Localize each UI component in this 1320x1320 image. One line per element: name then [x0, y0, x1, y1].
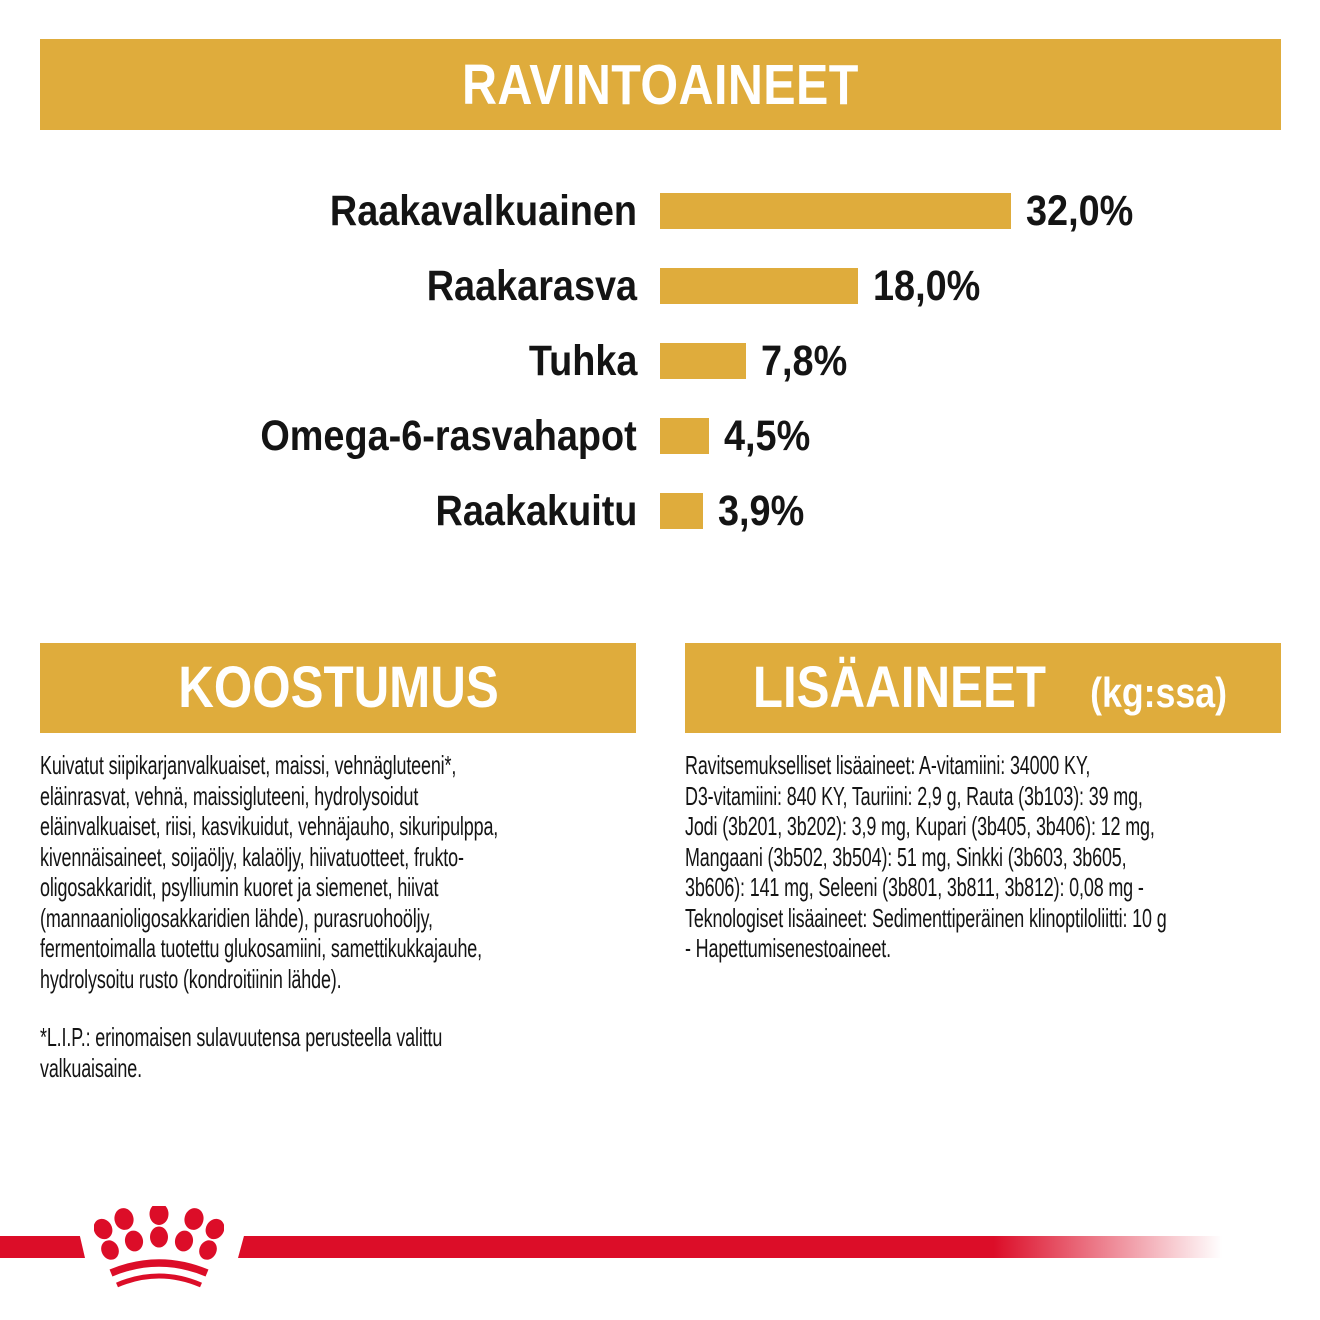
additives-banner-title: LISÄAINEET: [752, 655, 1047, 720]
chart-row: Omega-6-rasvahapot 4,5%: [0, 412, 1320, 460]
brand-stripe-left-segment: [0, 1236, 85, 1258]
additives-list-text: Ravitsemukselliset lisäaineet: A-vitamii…: [685, 750, 1167, 963]
chart-row: Raakarasva 18,0%: [0, 262, 1320, 310]
lip-footnote-text: *L.I.P.: erinomaisen sulavuutensa perust…: [40, 1022, 443, 1083]
brand-stripe-right-segment: [238, 1236, 1232, 1258]
chart-row: Raakavalkuainen 32,0%: [0, 187, 1320, 235]
additives-text-block: Ravitsemukselliset lisäaineet: A-vitamii…: [685, 750, 1285, 964]
composition-banner-title: KOOSTUMUS: [177, 655, 499, 720]
chart-bar-value: 7,8%: [760, 336, 847, 385]
chart-row-label: Raakavalkuainen: [329, 186, 637, 235]
chart-bar: [660, 193, 1011, 229]
chart-row-label: Raakakuitu: [435, 486, 637, 535]
additives-banner: LISÄAINEET (kg:ssa): [685, 643, 1281, 733]
chart-bar: [660, 343, 746, 379]
chart-row: Raakakuitu 3,9%: [0, 487, 1320, 535]
composition-footnote-block: *L.I.P.: erinomaisen sulavuutensa perust…: [40, 1022, 640, 1083]
chart-bar-value: 3,9%: [717, 486, 805, 535]
composition-banner: KOOSTUMUS: [40, 643, 636, 733]
chart-row-label: Tuhka: [528, 336, 637, 385]
chart-bar-value: 18,0%: [872, 261, 980, 310]
composition-ingredients-text: Kuivatut siipikarjanvalkuaiset, maissi, …: [40, 750, 499, 994]
nutrients-banner: RAVINTOAINEET: [40, 39, 1281, 130]
chart-bar: [660, 268, 858, 304]
chart-row-label: Raakarasva: [426, 261, 637, 310]
chart-bar-value: 32,0%: [1026, 186, 1134, 235]
chart-bar: [660, 418, 710, 454]
chart-bar: [660, 493, 703, 529]
additives-banner-subtitle: (kg:ssa): [1089, 669, 1227, 716]
chart-row-label: Omega-6-rasvahapot: [260, 411, 637, 460]
chart-row: Tuhka 7,8%: [0, 337, 1320, 385]
royal-canin-crown-icon: [94, 1206, 224, 1288]
chart-bar-value: 4,5%: [724, 411, 811, 460]
composition-text-block: Kuivatut siipikarjanvalkuaiset, maissi, …: [40, 750, 640, 994]
nutrients-banner-title: RAVINTOAINEET: [462, 52, 859, 117]
